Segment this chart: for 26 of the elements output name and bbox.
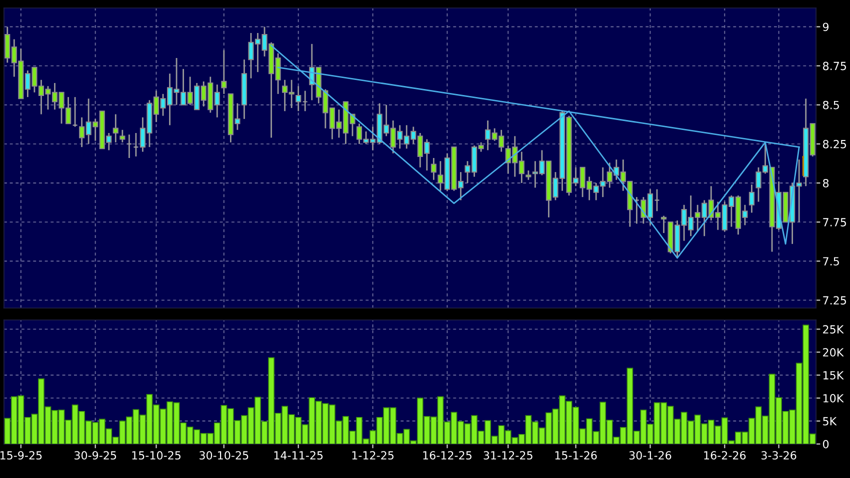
y-tick-label: 25K [823,325,844,334]
y-tick-label: 8.5 [823,100,839,110]
y-tick-label: 10K [823,394,844,402]
x-tick-label: 31-12-25 [484,451,532,460]
x-tick-label: 30-9-25 [74,451,116,460]
y-tick-label: 5K [823,417,837,426]
y-tick-label: 8.75 [823,62,846,70]
x-tick-label: 16-2-26 [704,451,746,460]
x-tick-label: 14-11-25 [274,451,323,460]
x-tick-label: 3-3-26 [761,451,796,460]
y-tick-label: 15K [823,371,844,380]
x-tick-label: 15-9-25 [0,451,42,460]
y-tick-label: 9 [822,22,829,32]
x-tick-label: 1-12-25 [352,451,394,460]
x-tick-label: 16-12-25 [423,451,472,460]
y-tick-label: 7.25 [823,296,846,305]
y-tick-label: 0 [822,440,829,448]
y-tick-label: 8.25 [823,140,846,148]
x-tick-label: 15-1-26 [555,451,597,460]
y-tick-label: 8 [823,178,829,188]
x-tick-label: 30-1-26 [629,451,672,460]
x-tick-label: 30-10-25 [200,451,248,460]
x-tick-label: 15-10-25 [132,451,180,460]
y-tick-label: 7.5 [823,257,839,266]
y-tick-label: 7.75 [823,218,846,226]
y-tick-label: 20K [823,348,844,357]
